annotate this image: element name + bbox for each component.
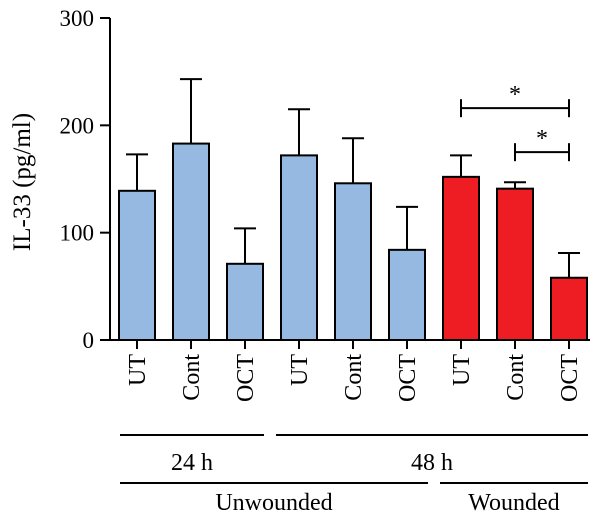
- group-annotation: 48 h: [276, 434, 588, 476]
- bar: [550, 276, 588, 342]
- x-tick-label: OCT: [395, 354, 421, 402]
- y-tick-label: 100: [60, 221, 95, 246]
- significance-bracket: *: [514, 126, 570, 162]
- bar: [226, 262, 264, 341]
- error-bar: [126, 153, 148, 191]
- significance-bracket: *: [460, 82, 570, 118]
- x-tick-label: Cont: [341, 354, 367, 401]
- x-tick-label: OCT: [233, 354, 259, 402]
- error-bar: [234, 227, 256, 264]
- x-tick-label: UT: [449, 354, 475, 386]
- bar: [442, 175, 480, 341]
- y-tick-label: 0: [83, 328, 95, 353]
- bar: [334, 182, 372, 341]
- error-bars: [126, 78, 580, 278]
- bar: [280, 154, 318, 341]
- x-tick-label: UT: [287, 354, 313, 386]
- bar: [496, 187, 534, 341]
- y-tick-label: 200: [60, 113, 95, 138]
- y-tick-label: 300: [60, 6, 95, 31]
- group-labels: 24 h 48 h Unwounded Wounded: [120, 434, 588, 516]
- group-annotation: Unwounded: [120, 482, 428, 516]
- bars: [118, 142, 588, 342]
- bar: [172, 142, 210, 341]
- error-bar: [504, 181, 526, 189]
- group-annotation: 24 h: [120, 434, 264, 476]
- significance-label: *: [536, 126, 548, 152]
- group-label: Unwounded: [215, 490, 332, 516]
- group-label: 48 h: [411, 450, 453, 476]
- group-label: 24 h: [171, 450, 213, 476]
- x-tick-labels: UT Cont OCT UT Cont OCT UT Cont OCT: [125, 354, 583, 402]
- group-annotation: Wounded: [440, 482, 588, 516]
- significance-brackets: **: [460, 82, 570, 162]
- y-axis-label: IL-33 (pg/ml): [9, 113, 36, 251]
- error-bar: [396, 205, 418, 250]
- x-tick-label: Cont: [503, 354, 529, 401]
- x-tick-label: Cont: [179, 354, 205, 401]
- error-bar: [558, 252, 580, 278]
- error-bar: [450, 154, 472, 177]
- bar: [118, 189, 156, 341]
- error-bar: [180, 78, 202, 144]
- bar: [388, 248, 426, 341]
- significance-label: *: [509, 82, 521, 108]
- error-bar: [342, 137, 364, 184]
- x-tick-label: OCT: [557, 354, 583, 402]
- error-bar: [288, 108, 310, 156]
- group-label: Wounded: [468, 490, 559, 516]
- x-tick-label: UT: [125, 354, 151, 386]
